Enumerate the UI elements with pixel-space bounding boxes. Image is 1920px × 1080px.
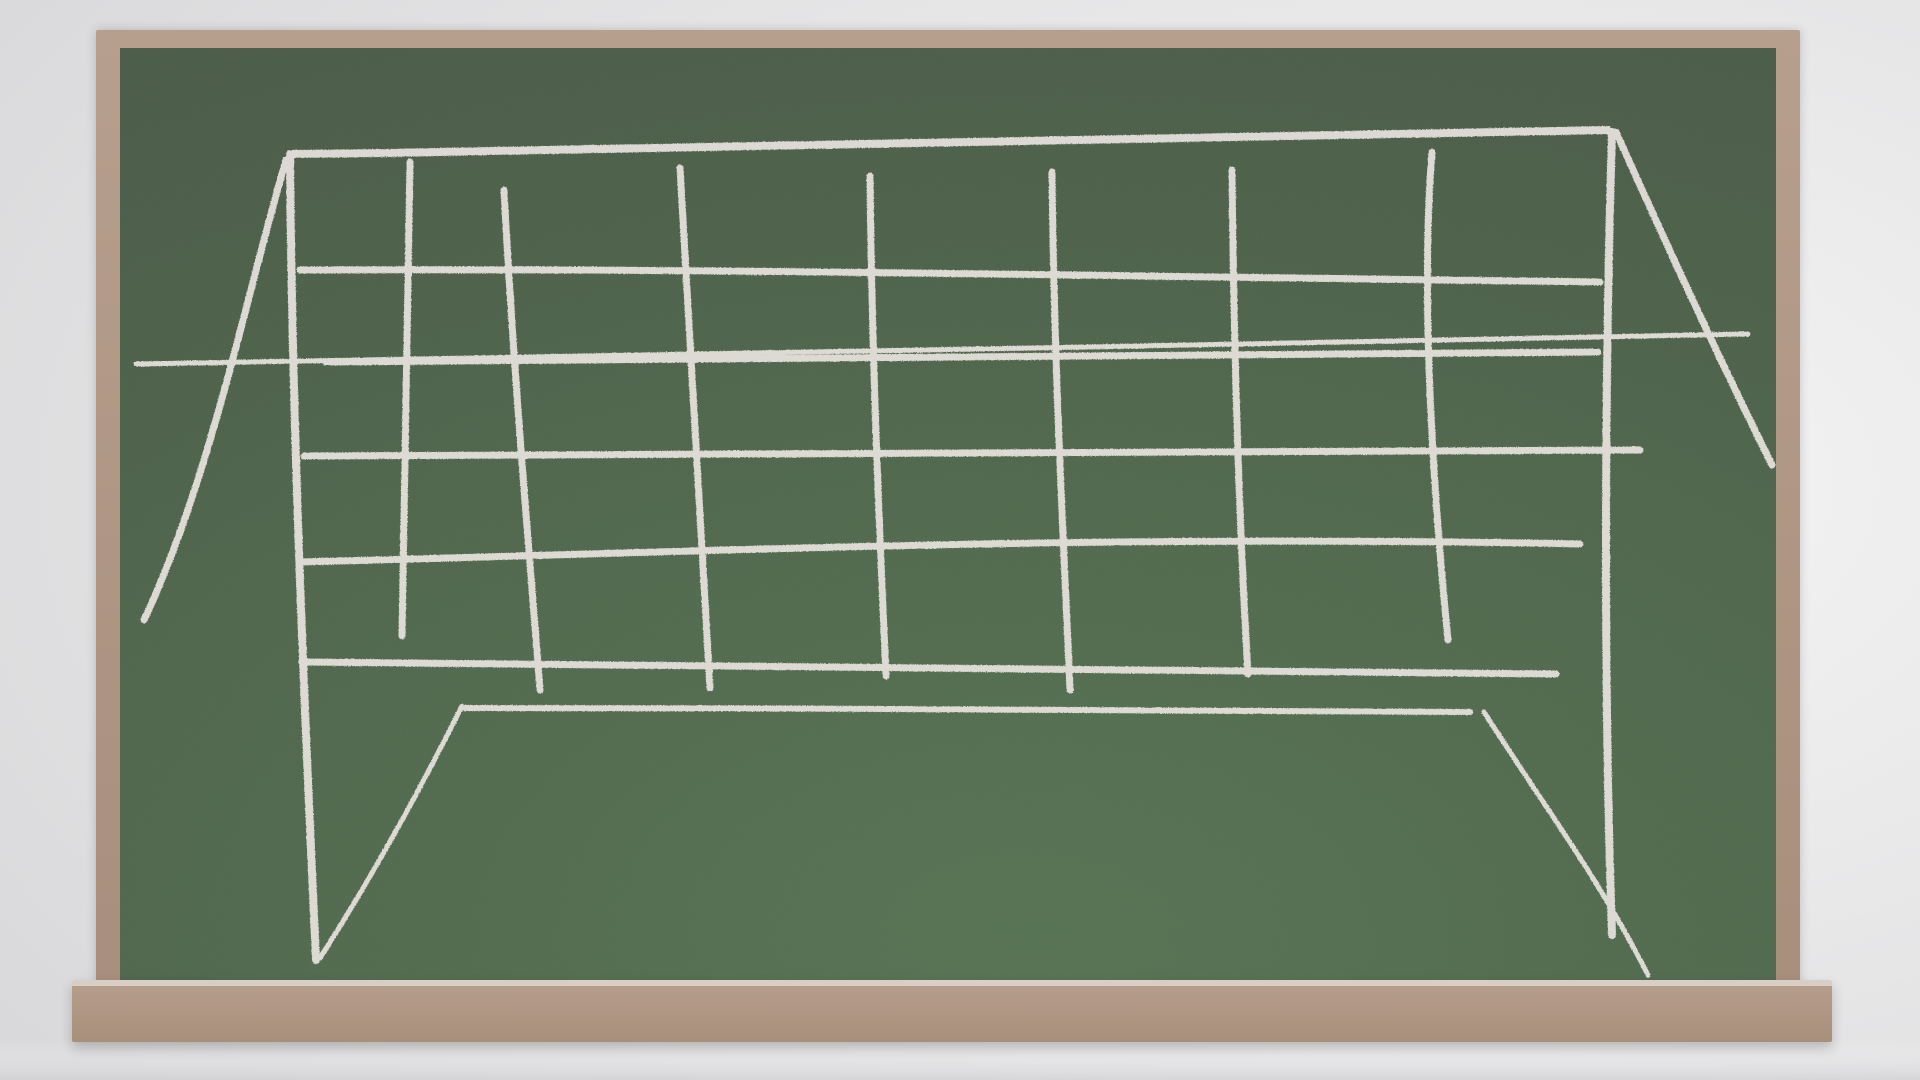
chalk-tray-highlight — [72, 980, 1832, 986]
chalk-tray — [72, 980, 1832, 1042]
chalkboard-surface — [120, 48, 1776, 980]
